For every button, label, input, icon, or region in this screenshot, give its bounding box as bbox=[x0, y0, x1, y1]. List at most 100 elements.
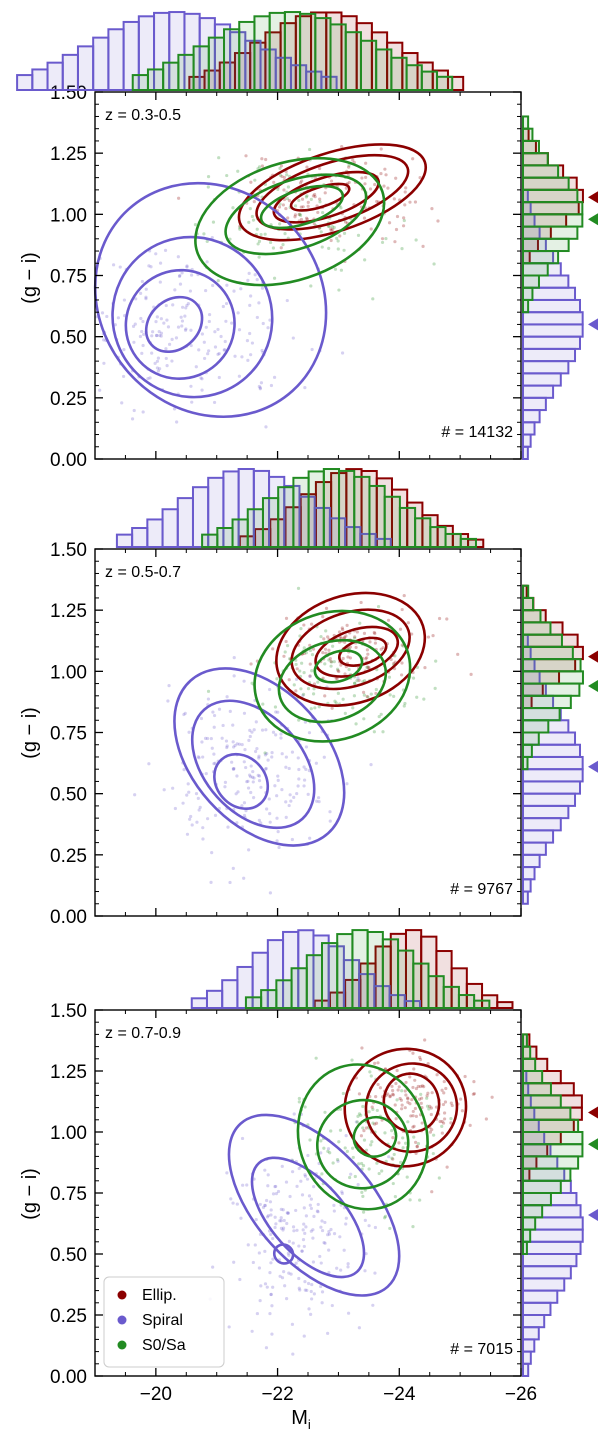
scatter-point-s0sa bbox=[332, 660, 336, 664]
scatter-point-spiral bbox=[315, 799, 319, 803]
scatter-point-s0sa bbox=[392, 694, 396, 698]
scatter-point-s0sa bbox=[332, 225, 336, 230]
scatter-point-spiral bbox=[217, 707, 222, 711]
scatter-point-s0sa bbox=[408, 1198, 412, 1202]
scatter-point-s0sa bbox=[361, 1163, 366, 1168]
scatter-point-s0sa bbox=[317, 705, 321, 709]
scatter-point-s0sa bbox=[202, 232, 206, 236]
scatter-point-ellip bbox=[442, 1111, 447, 1115]
scatter-point-spiral bbox=[301, 1238, 306, 1242]
scatter-point-s0sa bbox=[342, 248, 346, 252]
scatter-point-s0sa bbox=[416, 1141, 421, 1146]
contour-ellip-2 bbox=[364, 1062, 459, 1153]
scatter-point-spiral bbox=[155, 366, 160, 370]
scatter-point-spiral bbox=[211, 710, 215, 714]
scatter-point-ellip bbox=[426, 1091, 430, 1095]
scatter-point-ellip bbox=[354, 645, 358, 650]
scatter-point-spiral bbox=[206, 817, 210, 821]
scatter-point-ellip bbox=[282, 175, 287, 180]
scatter-point-ellip bbox=[271, 647, 275, 651]
scatter-point-spiral bbox=[237, 374, 241, 378]
scatter-point-ellip bbox=[419, 1096, 424, 1100]
histogram-bar-spiral bbox=[61, 53, 79, 91]
scatter-point-spiral bbox=[197, 756, 201, 760]
scatter-point-spiral bbox=[339, 1268, 343, 1272]
scatter-point-s0sa bbox=[390, 1129, 394, 1133]
scatter-point-spiral bbox=[253, 749, 258, 754]
histogram-bar-s0sa bbox=[336, 933, 354, 1009]
scatter-point-spiral bbox=[264, 766, 268, 771]
histogram-bar-spiral bbox=[522, 1326, 540, 1341]
scatter-point-spiral bbox=[156, 356, 161, 360]
scatter-point-spiral bbox=[141, 343, 145, 348]
scatter-point-spiral bbox=[268, 1200, 273, 1204]
histogram-bar-s0sa bbox=[253, 15, 271, 92]
y-tick-label: 0.50 bbox=[50, 785, 87, 806]
scatter-point-ellip bbox=[311, 194, 316, 198]
scatter-point-spiral bbox=[268, 318, 272, 322]
histogram-bar-s0sa bbox=[522, 670, 584, 685]
scatter-point-spiral bbox=[319, 1261, 323, 1265]
histogram-bar-s0sa bbox=[201, 533, 219, 548]
scatter-point-spiral bbox=[257, 818, 261, 822]
contour-ellip-4 bbox=[275, 591, 427, 707]
scatter-point-ellip bbox=[328, 657, 332, 661]
scatter-point-s0sa bbox=[247, 220, 251, 224]
scatter-point-spiral bbox=[216, 327, 220, 332]
y-tick-label: 0.25 bbox=[50, 389, 87, 410]
scatter-point-s0sa bbox=[231, 206, 235, 210]
histogram-bar-s0sa bbox=[522, 584, 530, 599]
scatter-point-spiral bbox=[259, 785, 263, 789]
scatter-point-s0sa bbox=[353, 681, 357, 685]
scatter-point-ellip bbox=[391, 1093, 395, 1097]
scatter-point-spiral bbox=[230, 321, 234, 325]
scatter-point-ellip bbox=[284, 639, 288, 644]
scatter-point-s0sa bbox=[236, 169, 240, 173]
scatter-point-s0sa bbox=[338, 1107, 343, 1111]
histogram-bar-s0sa bbox=[522, 139, 540, 155]
histogram-bar-spiral bbox=[522, 311, 584, 326]
scatter-point-spiral bbox=[265, 752, 269, 756]
scatter-point-s0sa bbox=[263, 751, 267, 755]
scatter-point-spiral bbox=[268, 687, 272, 692]
scatter-point-spiral bbox=[297, 1244, 301, 1248]
scatter-point-spiral bbox=[154, 252, 158, 256]
scatter-point-ellip bbox=[376, 1082, 380, 1087]
scatter-point-ellip bbox=[347, 180, 351, 185]
scatter-point-spiral bbox=[307, 1194, 312, 1198]
scatter-point-spiral bbox=[225, 744, 229, 748]
scatter-point-spiral bbox=[155, 315, 159, 319]
scatter-point-spiral bbox=[252, 776, 256, 780]
scatter-point-s0sa bbox=[379, 712, 383, 716]
scatter-point-spiral bbox=[231, 740, 235, 744]
scatter-point-s0sa bbox=[285, 197, 290, 201]
scatter-point-spiral bbox=[310, 1297, 314, 1301]
scatter-point-spiral bbox=[283, 1284, 287, 1288]
histogram-bar-s0sa bbox=[522, 755, 529, 771]
scatter-point-spiral bbox=[144, 295, 148, 299]
scatter-point-spiral bbox=[189, 343, 193, 348]
scatter-point-spiral bbox=[327, 1232, 332, 1236]
scatter-point-spiral bbox=[326, 1147, 331, 1151]
scatter-point-spiral bbox=[177, 274, 182, 278]
scatter-point-ellip bbox=[365, 694, 369, 699]
scatter-point-ellip bbox=[403, 1089, 407, 1093]
histogram-bar-s0sa bbox=[522, 621, 552, 636]
scatter-point-spiral bbox=[170, 359, 174, 363]
scatter-point-s0sa bbox=[377, 1171, 381, 1176]
scatter-point-spiral bbox=[235, 1202, 239, 1206]
scatter-point-spiral bbox=[263, 1249, 267, 1253]
scatter-point-ellip bbox=[414, 1086, 419, 1091]
scatter-point-spiral bbox=[198, 805, 202, 809]
scatter-point-ellip bbox=[386, 186, 390, 190]
median-marker-spiral bbox=[588, 760, 598, 773]
scatter-point-ellip bbox=[329, 179, 334, 183]
scatter-point-ellip bbox=[329, 228, 333, 233]
scatter-point-spiral bbox=[373, 1225, 378, 1230]
scatter-point-s0sa bbox=[299, 687, 303, 691]
scatter-point-spiral bbox=[186, 302, 190, 306]
scatter-point-ellip bbox=[430, 1190, 434, 1194]
scatter-point-spiral bbox=[184, 306, 188, 310]
scatter-point-ellip bbox=[394, 1081, 398, 1086]
scatter-point-spiral bbox=[246, 779, 250, 783]
